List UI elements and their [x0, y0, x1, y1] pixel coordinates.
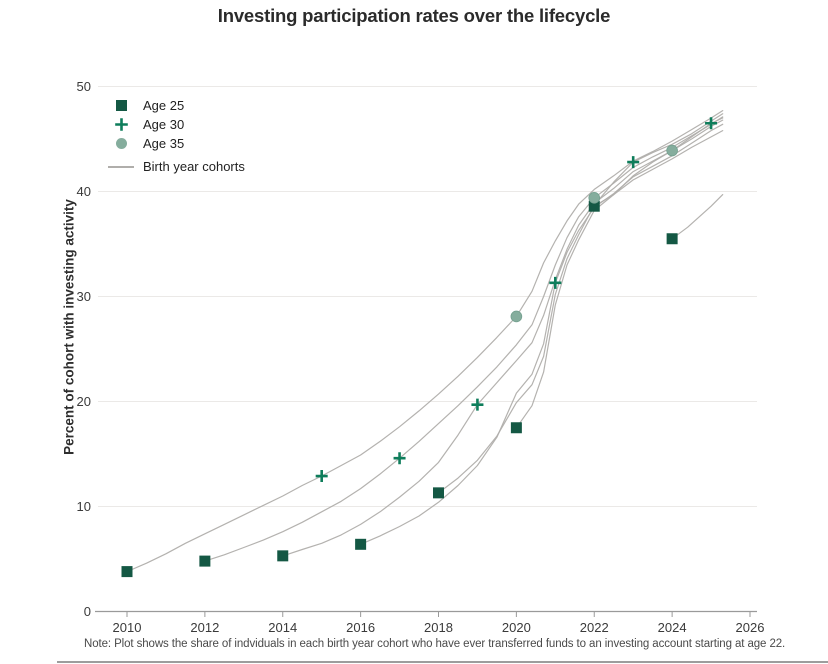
legend-item-age-25: Age 25	[108, 96, 245, 115]
cohort-line-cohort-age25-in-2022	[593, 130, 724, 207]
age-25-marker	[588, 200, 600, 212]
chart-footnote: Note: Plot shows the share of indviduals…	[84, 638, 786, 650]
cohort-line-cohort-age25-in-2024	[671, 194, 724, 240]
legend-label: Birth year cohorts	[143, 159, 245, 174]
cohort-line-cohort-age25-in-2020	[515, 117, 724, 429]
legend-label: Age 25	[143, 98, 185, 113]
x-tick-label: 2012	[190, 620, 219, 635]
age-30-marker	[315, 470, 328, 483]
cohort-line-cohort-age25-in-2016	[360, 123, 724, 545]
age-30-marker	[549, 276, 562, 289]
window-bottom-edge	[57, 661, 828, 663]
age-35-marker	[588, 192, 601, 204]
x-tick-label: 2016	[346, 620, 375, 635]
x-tick-label: 2024	[658, 620, 687, 635]
age-25-marker	[121, 566, 133, 578]
cohort-line-cohort-age25-in-2018	[437, 113, 724, 494]
legend-icon-cell	[108, 100, 134, 111]
age-25-marker	[199, 555, 211, 567]
y-tick-label: 10	[77, 499, 91, 514]
circle-icon	[115, 138, 127, 149]
legend-icon-cell	[108, 138, 134, 149]
y-tick-label: 30	[77, 289, 91, 304]
cohort-line-cohort-age25-in-2014	[282, 119, 724, 557]
y-tick-label: 20	[77, 394, 91, 409]
legend-label: Age 30	[143, 117, 185, 132]
legend-icon-cell	[108, 165, 134, 168]
x-tick-label: 2014	[268, 620, 297, 635]
legend-item-age-35: Age 35	[108, 134, 245, 153]
x-tick-label: 2018	[424, 620, 453, 635]
age-30-marker	[471, 398, 484, 411]
page-title: Investing participation rates over the l…	[217, 5, 611, 26]
age-25-marker	[666, 233, 678, 245]
y-tick-label: 40	[77, 184, 91, 199]
legend-icon-cell	[108, 117, 134, 132]
age-35-marker	[666, 144, 678, 157]
age-25-marker	[510, 422, 522, 434]
cohort-line-cohort-age25-in-2012	[204, 116, 724, 562]
y-tick-label: 0	[84, 604, 91, 619]
age-25-marker	[433, 487, 444, 499]
x-tick-label: 2022	[580, 620, 609, 635]
plus-icon	[114, 118, 128, 131]
x-tick-label: 2020	[502, 620, 531, 635]
cohort-line-cohort-age25-in-2010	[126, 109, 724, 573]
y-tick-label: 50	[77, 79, 91, 94]
legend-label: Age 35	[143, 136, 185, 151]
legend-item-age-30: Age 30	[108, 115, 245, 134]
x-tick-label: 2026	[736, 620, 765, 635]
age-30-marker	[705, 117, 718, 130]
chart-legend: Age 25 Age 30 Age 35 Birth year cohorts	[108, 96, 245, 176]
age-25-marker	[277, 550, 289, 562]
square-icon	[115, 100, 127, 111]
line-icon	[108, 165, 134, 168]
age-25-marker	[355, 538, 367, 550]
age-30-marker	[627, 156, 640, 169]
x-tick-label: 2010	[113, 620, 142, 635]
age-30-marker	[393, 452, 406, 465]
age-35-marker	[510, 310, 523, 323]
legend-item-birth-year-cohorts: Birth year cohorts	[108, 157, 245, 176]
